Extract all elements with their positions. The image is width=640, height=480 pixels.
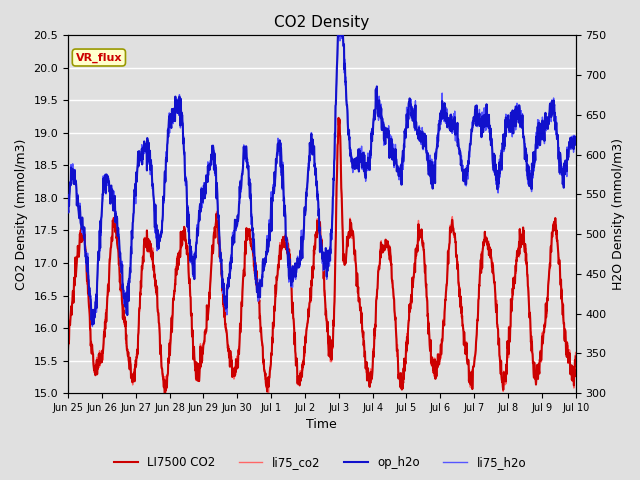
Legend: LI7500 CO2, li75_co2, op_h2o, li75_h2o: LI7500 CO2, li75_co2, op_h2o, li75_h2o [109, 452, 531, 474]
Title: CO2 Density: CO2 Density [274, 15, 369, 30]
Y-axis label: CO2 Density (mmol/m3): CO2 Density (mmol/m3) [15, 139, 28, 290]
Y-axis label: H2O Density (mmol/m3): H2O Density (mmol/m3) [612, 138, 625, 290]
Text: VR_flux: VR_flux [76, 52, 122, 63]
X-axis label: Time: Time [307, 419, 337, 432]
